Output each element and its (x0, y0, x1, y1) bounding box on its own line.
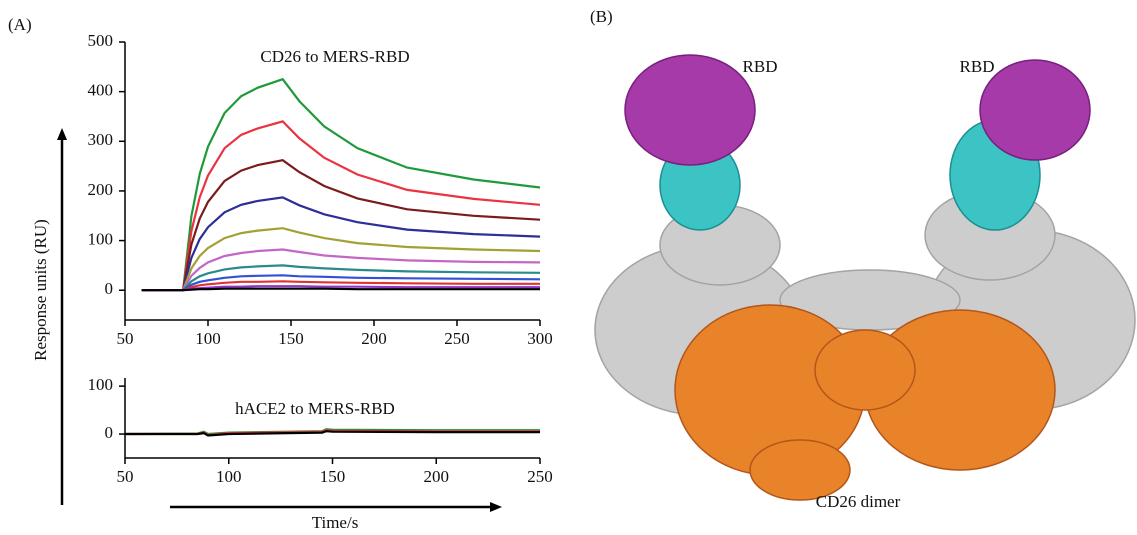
x-tick-label: 300 (527, 329, 553, 348)
chart-title: hACE2 to MERS-RBD (235, 399, 395, 418)
x-tick-label: 250 (527, 467, 553, 486)
series-line (141, 248, 541, 292)
series-line (125, 430, 540, 437)
series-line (141, 287, 540, 292)
arrow-head (57, 128, 67, 140)
y-axis-label: Response units (RU) (31, 219, 50, 361)
x-tick-label: 50 (117, 467, 134, 486)
chart-title: CD26 to MERS-RBD (260, 47, 409, 66)
x-tick-label: 50 (117, 329, 134, 348)
y-tick-label: 100 (88, 375, 114, 394)
series-line (141, 77, 541, 292)
panel-label: (A) (8, 15, 32, 34)
y-tick-label: 300 (88, 130, 114, 149)
x-tick-label: 150 (278, 329, 304, 348)
series-line (141, 280, 540, 292)
x-tick-label: 150 (320, 467, 346, 486)
x-axis-label: Time/s (312, 513, 359, 532)
series-line (141, 120, 541, 292)
y-tick-label: 100 (88, 229, 114, 248)
structure-label: RBD (960, 57, 995, 76)
x-tick-label: 100 (195, 329, 221, 348)
series-line (141, 196, 541, 292)
y-tick-label: 0 (105, 423, 114, 442)
structure-label: RBD (743, 57, 778, 76)
y-tick-label: 400 (88, 81, 114, 100)
arrow-head (490, 502, 502, 512)
y-tick-label: 200 (88, 180, 114, 199)
y-tick-label: 500 (88, 31, 114, 50)
x-tick-label: 200 (361, 329, 387, 348)
series-line (141, 264, 541, 292)
panel-label: (B) (590, 7, 613, 26)
series-line (141, 274, 541, 292)
protein-structure (594, 54, 1136, 501)
x-tick-label: 100 (216, 467, 242, 486)
series-line (141, 159, 541, 292)
x-tick-label: 200 (424, 467, 450, 486)
structure-label: CD26 dimer (816, 492, 901, 511)
x-tick-label: 250 (444, 329, 470, 348)
series-line (141, 227, 541, 292)
y-tick-label: 0 (105, 279, 114, 298)
